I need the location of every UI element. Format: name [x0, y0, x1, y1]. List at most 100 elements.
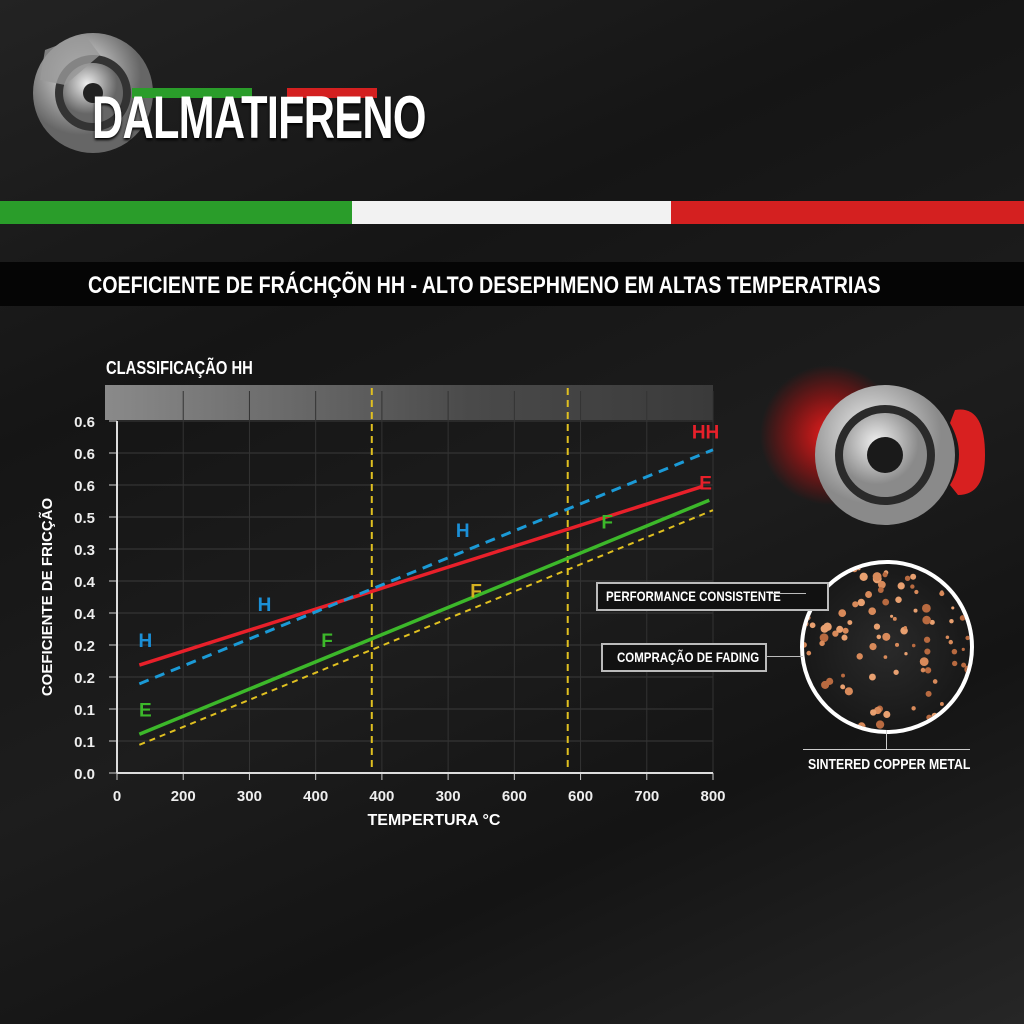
x-tick-label: 400: [303, 788, 328, 805]
copper-particle: [890, 614, 894, 618]
copper-particle: [965, 635, 970, 641]
copper-particle: [904, 652, 908, 656]
classification-band: [105, 385, 713, 420]
brake-disc-logo-icon: [33, 33, 153, 153]
copper-particle: [859, 572, 868, 581]
copper-particle: [857, 566, 861, 571]
y-tick-label: 0.6: [74, 414, 95, 431]
copper-particle: [805, 615, 811, 621]
copper-particle: [961, 647, 965, 652]
italian-tricolor-bar: [0, 201, 1024, 224]
copper-particle: [819, 633, 829, 643]
copper-particle: [823, 622, 832, 631]
callout-fading: COMPRAÇÃO DE FADING: [601, 643, 767, 672]
copper-particle: [883, 710, 891, 718]
copper-particle: [851, 565, 858, 573]
copper-particle: [893, 669, 899, 675]
copper-particle: [819, 640, 825, 647]
series-annotation: E: [699, 474, 712, 495]
copper-particle: [865, 591, 873, 598]
y-tick-label: 0.6: [74, 478, 95, 495]
copper-particle: [939, 591, 945, 597]
copper-particle: [877, 580, 886, 589]
copper-particle: [870, 709, 877, 716]
y-tick-label: 0.6: [74, 446, 95, 463]
x-tick-label: 400: [369, 788, 394, 805]
x-axis-label: TEMPERTURA °C: [368, 812, 501, 829]
copper-particle: [945, 635, 950, 640]
copper-particle: [821, 680, 830, 689]
callout-fading-text: COMPRAÇÃO DE FADING: [617, 649, 760, 665]
x-tick-label: 600: [568, 788, 593, 805]
copper-particle: [910, 573, 917, 580]
series-annotation: F: [321, 631, 333, 652]
x-tick-label: 300: [436, 788, 461, 805]
logo-flag-red: [287, 88, 377, 98]
copper-particle: [809, 622, 816, 629]
y-tick-label: 0.3: [74, 542, 95, 559]
series-line: [138, 485, 703, 667]
callout-connector: [770, 593, 806, 594]
copper-particle: [895, 596, 902, 604]
x-tick-label: 600: [502, 788, 527, 805]
page-title: COEFICIENTE DE FRÁCHÇÕN HH - ALTO DESEPH…: [88, 272, 881, 299]
copper-particle: [804, 641, 807, 648]
copper-particle: [847, 620, 853, 626]
series-annotation: HH: [692, 423, 719, 444]
callout-performance-text: PERFORMANCE CONSISTENTE: [606, 588, 781, 604]
material-stem: [886, 730, 887, 749]
y-tick-label: 0.2: [74, 638, 95, 655]
x-tick-label: 700: [634, 788, 659, 805]
copper-particle: [951, 660, 958, 667]
x-tick-label: 0: [113, 788, 121, 805]
series-line: [138, 498, 710, 736]
copper-particle: [869, 642, 877, 651]
y-tick-label: 0.0: [74, 766, 95, 783]
y-axis-label: COEFICIENTE DE FRICÇÃO: [38, 497, 56, 696]
y-tick-label: 0.4: [74, 606, 96, 623]
copper-particle: [919, 657, 929, 667]
logo-flag-green: [132, 88, 252, 98]
copper-particle: [882, 598, 890, 606]
y-tick-label: 0.1: [74, 734, 95, 751]
copper-particle: [966, 671, 970, 676]
y-tick-label: 0.5: [74, 510, 95, 527]
copper-particle: [841, 569, 848, 576]
copper-particle: [876, 634, 882, 640]
callout-connector: [767, 656, 803, 657]
copper-particle: [894, 642, 900, 647]
copper-particle: [914, 589, 919, 595]
copper-particle: [951, 648, 958, 655]
copper-particle: [840, 684, 846, 690]
series-annotation: H: [138, 631, 152, 652]
copper-particle: [959, 615, 966, 621]
series-line: [138, 509, 714, 746]
copper-particle: [883, 655, 888, 659]
series-annotation: E: [139, 701, 152, 722]
copper-particle: [939, 702, 944, 706]
copper-particle: [924, 648, 931, 655]
y-tick-label: 0.1: [74, 702, 95, 719]
x-tick-label: 300: [237, 788, 262, 805]
copper-particle: [961, 662, 967, 668]
classification-label: CLASSIFICAÇÃO HH: [106, 358, 253, 378]
copper-particle: [892, 616, 897, 621]
copper-particle: [844, 687, 853, 696]
copper-particle: [856, 653, 863, 660]
copper-particle: [913, 608, 918, 613]
copper-particle: [931, 712, 938, 719]
copper-particle: [806, 650, 812, 656]
logo: DALMATIFRENO: [25, 25, 426, 155]
copper-particle: [857, 722, 866, 730]
copper-particle: [911, 643, 916, 648]
copper-particle: [926, 714, 932, 721]
copper-particle: [932, 679, 938, 684]
logo-text: DALMATIFRENO: [92, 84, 426, 151]
copper-particle: [948, 639, 953, 645]
copper-particle: [852, 601, 859, 608]
brake-disc-caliper-icon: [760, 365, 985, 525]
copper-particle: [804, 665, 807, 669]
copper-particle: [929, 619, 935, 625]
x-tick-label: 200: [171, 788, 196, 805]
